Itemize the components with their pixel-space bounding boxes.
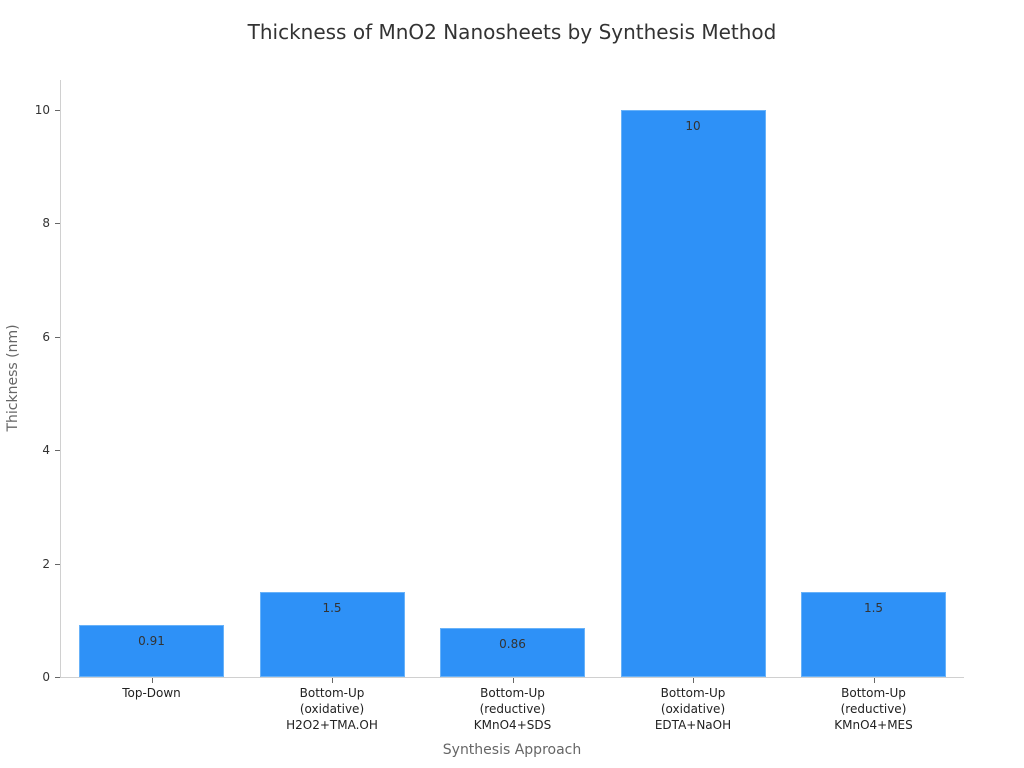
y-tick-mark: [55, 336, 60, 338]
y-tick-label: 4: [42, 443, 50, 458]
chart-title: Thickness of MnO2 Nanosheets by Synthesi…: [247, 20, 777, 44]
y-tick-mark: [55, 450, 60, 452]
bar: 0.91: [79, 625, 224, 677]
y-tick-label: 10: [34, 103, 50, 117]
y-tick: 4: [0, 443, 60, 457]
y-tick-label: 0: [42, 670, 50, 684]
x-tick-mark: [512, 678, 514, 683]
x-axis-line: [60, 677, 964, 678]
x-tick-label: Bottom-Up (oxidative) H2O2+TMA.OH: [286, 686, 378, 732]
y-tick-mark: [55, 677, 60, 678]
y-axis-label: Thickness (nm): [5, 324, 21, 432]
y-tick: 10: [0, 103, 60, 117]
y-tick-mark: [55, 563, 60, 565]
bar: 10: [620, 110, 766, 677]
y-tick: 6: [0, 330, 60, 344]
bar-value-label: 0.91: [138, 634, 165, 649]
y-tick-mark: [55, 223, 60, 225]
y-tick: 2: [0, 557, 60, 571]
bar-value-label: 1.5: [863, 600, 884, 615]
bar-value-label: 10: [685, 119, 701, 133]
bar: 0.86: [440, 628, 585, 677]
x-axis-label: Synthesis Approach: [442, 742, 582, 758]
bar-value-label: 0.86: [499, 637, 526, 652]
bar: 1.5: [801, 591, 946, 677]
y-tick-label: 6: [42, 329, 50, 344]
y-tick-label: 2: [42, 556, 50, 571]
y-tick-label: 8: [42, 216, 50, 231]
y-tick: 8: [0, 216, 60, 230]
bar: 1.5: [259, 591, 405, 677]
y-tick: 0: [0, 670, 60, 684]
x-tick-label: Bottom-Up (oxidative) EDTA+NaOH: [654, 686, 732, 732]
x-tick-mark: [332, 678, 333, 683]
x-tick-label: Bottom-Up (reductive) KMnO4+SDS: [473, 686, 552, 732]
x-tick-label: Top-Down: [122, 686, 181, 700]
y-axis-line: [60, 80, 61, 678]
x-tick-mark: [693, 678, 694, 683]
bar-value-label: 1.5: [322, 600, 342, 615]
x-tick-mark: [151, 678, 153, 683]
y-tick-mark: [55, 110, 60, 111]
x-tick-label: Bottom-Up (reductive) KMnO4+MES: [834, 686, 913, 732]
x-tick-mark: [873, 678, 875, 683]
